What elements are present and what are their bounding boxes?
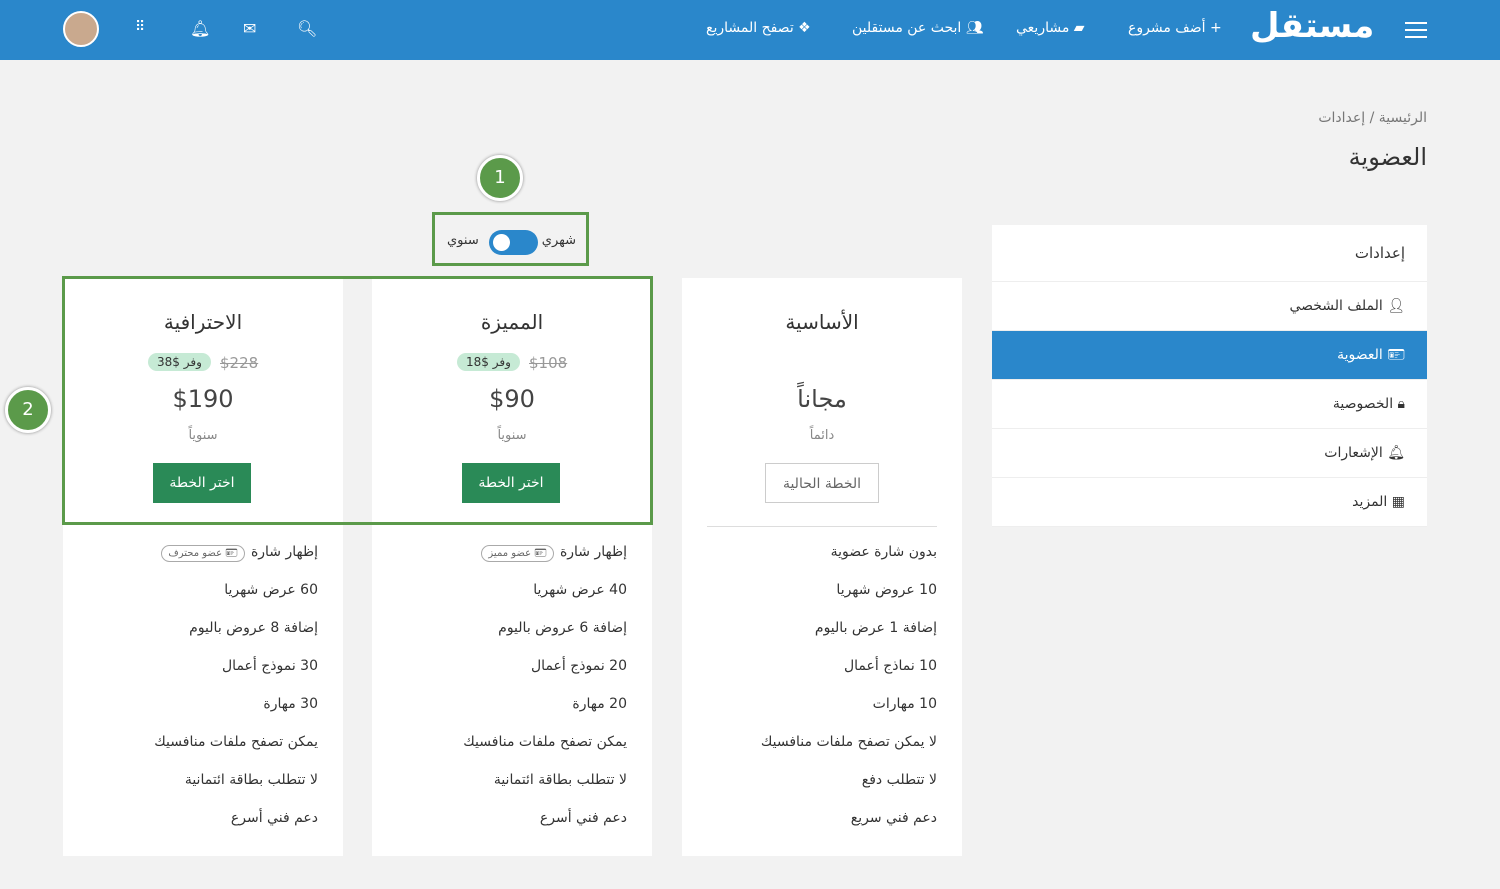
feature-item: دعم فني سريع: [850, 810, 937, 826]
menu-icon[interactable]: [1405, 22, 1427, 43]
users-icon: 👥︎: [961, 20, 984, 36]
old-price: $228: [220, 354, 259, 372]
avatar[interactable]: [63, 11, 99, 47]
feature-item: إضافة 1 عرض باليوم: [814, 620, 937, 636]
user-icon: 👤︎: [1382, 298, 1405, 314]
feature-item: 30 مهارة: [263, 696, 318, 712]
feature-item: لا تتطلب دفع: [861, 772, 937, 788]
envelope-icon[interactable]: ✉: [243, 19, 257, 38]
feature-item: 10 مهارات: [872, 696, 937, 712]
sidebar-item-profile[interactable]: 👤︎ الملف الشخصي: [992, 282, 1427, 331]
feature-item: 60 عرض شهريا: [224, 582, 318, 598]
settings-sidebar: إعدادات 👤︎ الملف الشخصي 🪪︎ العضوية 🔒︎ ال…: [992, 225, 1427, 527]
apps-grid-icon[interactable]: ⠿: [135, 19, 146, 35]
feature-item: لا تتطلب بطاقة ائتمانية: [184, 772, 318, 788]
feature-item: يمكن تصفح ملفات منافسيك: [154, 734, 318, 750]
callout-1: 1: [477, 155, 523, 201]
nav-my-projects[interactable]: ▰ مشاريعي: [1016, 20, 1085, 36]
feature-item: 30 نموذج أعمال: [222, 658, 318, 674]
member-badge: 🪪︎ عضو مميز: [481, 545, 554, 562]
feature-item: 10 نماذج أعمال: [843, 658, 937, 674]
cubes-icon: ❖: [793, 20, 811, 36]
lock-icon: 🔒︎: [1393, 396, 1405, 412]
breadcrumb: الرئيسية / إعدادات: [1318, 110, 1427, 126]
plan-period: سنوياً: [188, 428, 218, 443]
feature-item: 10 عروض شهريا: [836, 582, 937, 598]
id-card-icon: 🪪︎: [1382, 347, 1405, 363]
feature-item: إضافة 8 عروض باليوم: [189, 620, 318, 636]
breadcrumb-current[interactable]: إعدادات: [1318, 110, 1366, 126]
save-badge: وفر $38: [148, 353, 211, 371]
sidebar-item-more[interactable]: ▦ المزيد: [992, 478, 1427, 527]
logo[interactable]: مستقل: [1250, 6, 1375, 46]
sidebar-item-membership[interactable]: 🪪︎ العضوية: [992, 331, 1427, 380]
old-price: $108: [529, 354, 568, 372]
sidebar-item-notifications[interactable]: 🔔︎ الإشعارات: [992, 429, 1427, 478]
choose-plan-button[interactable]: اختر الخطة: [462, 463, 560, 503]
plan-period: دائماً: [809, 428, 835, 443]
bell-icon: 🔔︎: [1382, 445, 1405, 461]
feature-item: 20 مهارة: [572, 696, 627, 712]
page-title: العضوية: [1348, 143, 1427, 171]
feature-item: دعم فني أسرع: [230, 810, 318, 826]
plan-name: الأساسية: [785, 310, 859, 334]
folder-icon: ▰: [1069, 20, 1085, 36]
member-badge: 🪪︎ عضو محترف: [161, 545, 245, 562]
sidebar-header: إعدادات: [992, 225, 1427, 282]
sidebar-item-privacy[interactable]: 🔒︎ الخصوصية: [992, 380, 1427, 429]
plan-name: الاحترافية: [163, 310, 243, 334]
plan-card: المميزة $108 وفر $18 $90 سنوياً اختر الخطة…: [372, 278, 652, 856]
feature-item: إضافة 6 عروض باليوم: [498, 620, 627, 636]
plan-price: $90: [489, 385, 535, 413]
nav-browse-projects[interactable]: ❖ تصفح المشاريع: [706, 20, 811, 36]
feature-item: لا يمكن تصفح ملفات منافسيك: [760, 734, 937, 750]
billing-switch[interactable]: [489, 230, 538, 255]
plan-card: الاحترافية $228 وفر $38 $190 سنوياً اختر ا…: [63, 278, 343, 856]
feature-item: إظهار شارة🪪︎ عضو محترف: [161, 544, 318, 562]
feature-item: دعم فني أسرع: [539, 810, 627, 826]
current-plan-button: الخطة الحالية: [765, 463, 879, 503]
plan-name: المميزة: [480, 310, 544, 334]
feature-item: إظهار شارة🪪︎ عضو مميز: [481, 544, 627, 562]
breadcrumb-home[interactable]: الرئيسية: [1378, 110, 1427, 126]
plan-price: $190: [172, 385, 234, 413]
grid-icon: ▦: [1387, 494, 1405, 510]
plan-period: سنوياً: [497, 428, 527, 443]
feature-item: 20 نموذج أعمال: [531, 658, 627, 674]
save-badge: وفر $18: [457, 353, 520, 371]
feature-item: يمكن تصفح ملفات منافسيك: [463, 734, 627, 750]
bell-icon[interactable]: 🔔︎: [190, 19, 211, 38]
callout-2: 2: [5, 387, 51, 433]
nav-add-project[interactable]: + أضف مشروع: [1128, 20, 1222, 36]
highlight-outline: [62, 276, 653, 525]
plan-price: مجاناً: [797, 385, 847, 413]
feature-item: لا تتطلب بطاقة ائتمانية: [493, 772, 627, 788]
top-navbar: مستقل + أضف مشروع ▰ مشاريعي 👥︎ ابحث عن م…: [0, 0, 1500, 60]
yearly-label[interactable]: سنوي: [447, 233, 479, 248]
feature-item: 40 عرض شهريا: [533, 582, 627, 598]
choose-plan-button[interactable]: اختر الخطة: [153, 463, 251, 503]
plan-card: الأساسية مجاناً دائماً الخطة الحالية بدون …: [682, 278, 962, 856]
nav-find-freelancers[interactable]: 👥︎ ابحث عن مستقلين: [852, 20, 984, 36]
divider: [707, 526, 937, 527]
plus-icon: +: [1205, 20, 1222, 36]
feature-item: بدون شارة عضوية: [830, 544, 937, 560]
search-icon[interactable]: 🔍︎: [297, 19, 318, 38]
billing-toggle: شهري سنوي: [432, 212, 589, 266]
monthly-label[interactable]: شهري: [541, 233, 576, 248]
